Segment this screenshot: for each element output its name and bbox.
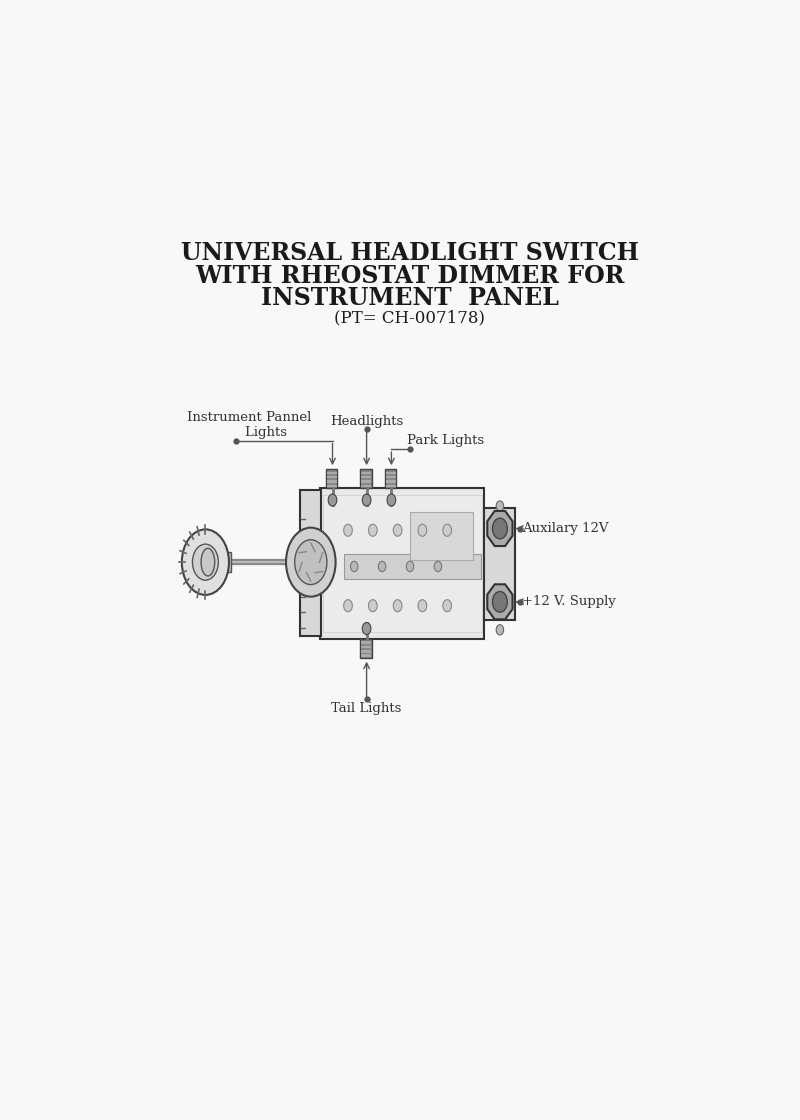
Circle shape: [443, 599, 451, 612]
Text: WITH RHEOSTAT DIMMER FOR: WITH RHEOSTAT DIMMER FOR: [195, 264, 625, 288]
Bar: [410, 512, 473, 560]
Circle shape: [193, 544, 218, 580]
Circle shape: [350, 561, 358, 571]
Circle shape: [493, 519, 507, 539]
Circle shape: [493, 591, 507, 613]
Bar: [361, 650, 371, 653]
Text: Tail Lights: Tail Lights: [331, 702, 402, 715]
Circle shape: [369, 524, 377, 536]
Bar: [360, 638, 371, 657]
Text: +12 V. Supply: +12 V. Supply: [522, 596, 615, 608]
Text: INSTRUMENT  PANEL: INSTRUMENT PANEL: [261, 287, 559, 310]
Bar: [322, 495, 482, 632]
Bar: [361, 654, 371, 657]
Ellipse shape: [201, 549, 214, 576]
Circle shape: [369, 599, 377, 612]
Circle shape: [182, 530, 229, 595]
Text: Headlights: Headlights: [330, 414, 403, 428]
Circle shape: [496, 625, 504, 635]
Bar: [327, 485, 337, 487]
Bar: [327, 476, 337, 478]
Polygon shape: [206, 536, 214, 588]
Circle shape: [344, 524, 352, 536]
Bar: [361, 472, 371, 474]
Polygon shape: [487, 511, 513, 547]
Bar: [361, 476, 371, 478]
Bar: [386, 480, 396, 483]
Bar: [300, 489, 322, 636]
Bar: [327, 472, 337, 474]
Circle shape: [406, 561, 414, 571]
Bar: [485, 507, 515, 620]
Circle shape: [362, 623, 371, 635]
Polygon shape: [487, 585, 513, 619]
Bar: [386, 476, 396, 478]
Text: UNIVERSAL HEADLIGHT SWITCH: UNIVERSAL HEADLIGHT SWITCH: [181, 242, 639, 265]
Circle shape: [328, 494, 337, 506]
Circle shape: [394, 599, 402, 612]
Circle shape: [434, 561, 442, 571]
Bar: [386, 469, 396, 488]
Circle shape: [443, 524, 451, 536]
Bar: [221, 552, 231, 572]
Bar: [360, 469, 371, 488]
Circle shape: [286, 528, 336, 597]
Bar: [361, 642, 371, 644]
Circle shape: [344, 599, 352, 612]
Circle shape: [418, 599, 426, 612]
Bar: [361, 485, 371, 487]
Text: Park Lights: Park Lights: [407, 433, 484, 447]
Bar: [327, 480, 337, 483]
Circle shape: [387, 494, 396, 506]
Circle shape: [362, 494, 371, 506]
Bar: [386, 485, 396, 487]
Circle shape: [418, 524, 426, 536]
Circle shape: [294, 540, 327, 585]
Text: (PT= CH-007178): (PT= CH-007178): [334, 309, 486, 327]
Text: Instrument Pannel
        Lights: Instrument Pannel Lights: [186, 411, 311, 439]
Bar: [320, 488, 485, 638]
Circle shape: [496, 501, 504, 511]
Circle shape: [394, 524, 402, 536]
Bar: [386, 472, 396, 474]
Circle shape: [378, 561, 386, 571]
Text: Auxilary 12V: Auxilary 12V: [522, 522, 608, 535]
Bar: [361, 480, 371, 483]
Bar: [326, 469, 338, 488]
Bar: [361, 646, 371, 648]
Bar: [344, 554, 482, 579]
